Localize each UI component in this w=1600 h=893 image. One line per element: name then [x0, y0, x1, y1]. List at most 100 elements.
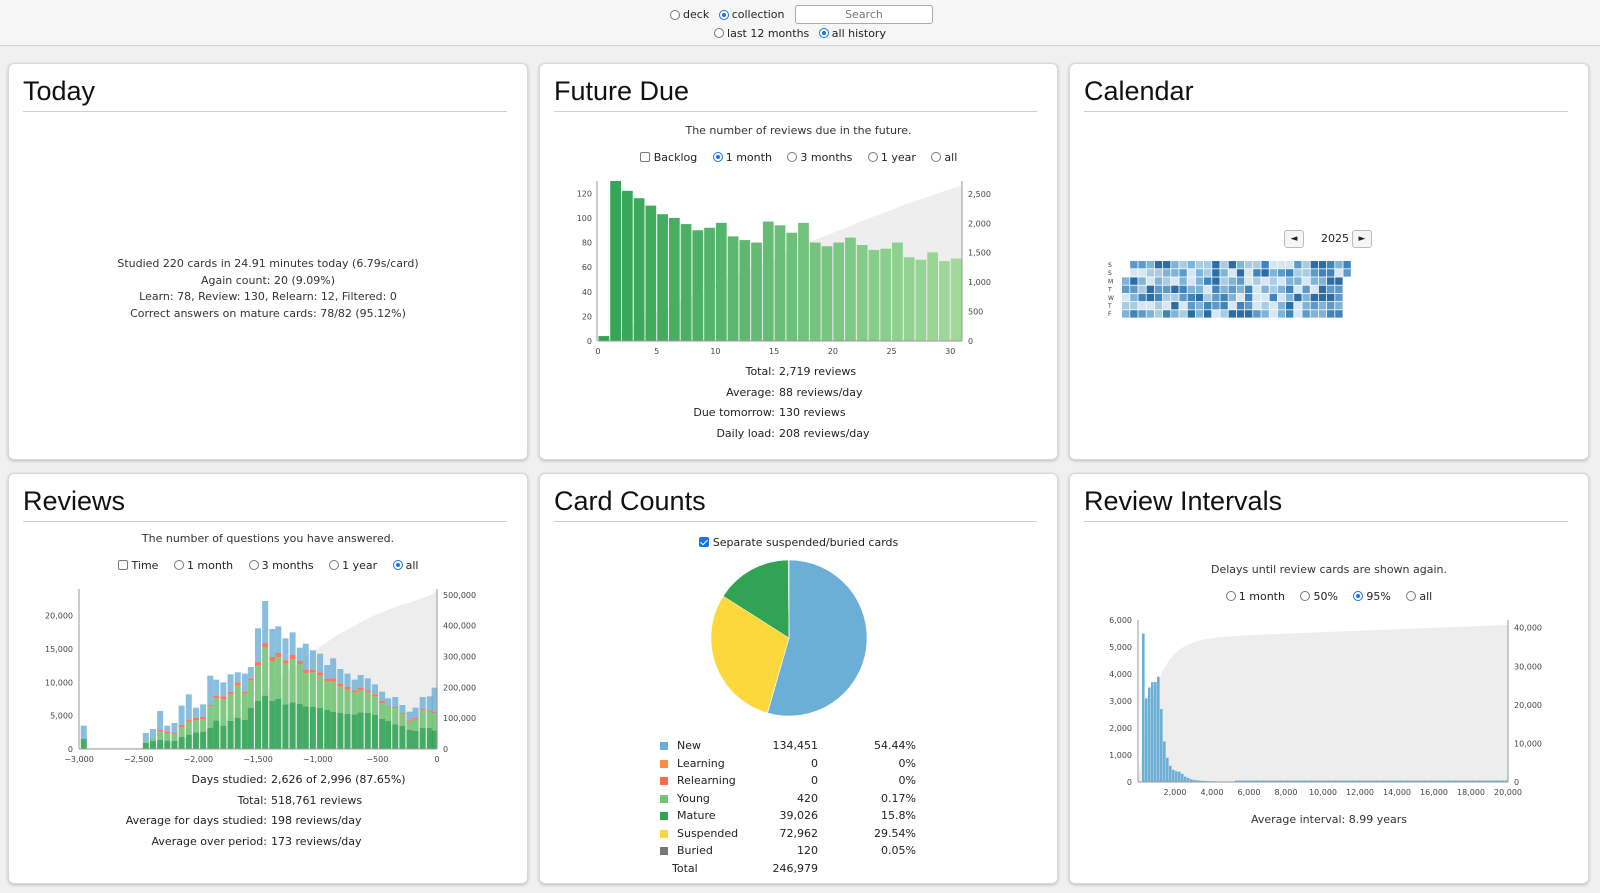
legend-count: 134,451 [772, 739, 819, 753]
reviews-bar-relearning [164, 731, 171, 734]
calendar-day-cell [1245, 285, 1253, 293]
y2-tick-label: 2,000 [968, 219, 991, 228]
separate-suspended-checkbox[interactable]: Separate suspended/buried cards [698, 536, 898, 549]
scope-row: deck collection Search [0, 5, 1600, 24]
reviews-3-months-radio[interactable]: 3 months [248, 559, 314, 572]
calendar-day-cell [1335, 261, 1343, 269]
reviews-bar-relearning [241, 691, 248, 694]
calendar-day-cell [1269, 285, 1277, 293]
calendar-next-button[interactable]: ► [1352, 230, 1372, 248]
future-1-month-radio[interactable]: 1 month [712, 151, 772, 164]
x-tick-label: −1,000 [303, 755, 333, 764]
intervals-1-month-radio[interactable]: 1 month [1225, 590, 1285, 603]
interval-bar [1154, 682, 1157, 782]
total-value: 246,979 [772, 861, 819, 875]
calendar-day-cell [1327, 277, 1335, 285]
total-empty [818, 860, 916, 878]
interval-bar-tail [1487, 780, 1490, 782]
reviews-1-month-radio[interactable]: 1 month [173, 559, 233, 572]
reviews-bar-mature [262, 695, 269, 749]
time-checkbox[interactable]: Time [117, 559, 158, 572]
interval-bar-tail [1364, 780, 1367, 782]
reviews-bar-new [185, 694, 192, 720]
calendar-day-cell [1171, 310, 1179, 318]
future-due-bar [915, 259, 927, 341]
interval-bar-tail [1295, 780, 1298, 782]
future-due-bar [680, 224, 692, 341]
calendar-day-cell [1236, 293, 1245, 302]
intervals-all-radio[interactable]: all [1406, 590, 1432, 603]
reviews-bar-relearning [275, 653, 282, 657]
range-all-history-label: all history [831, 26, 886, 40]
y2-tick-label: 0 [1514, 778, 1519, 787]
reviews-bar-new [275, 626, 282, 653]
reviews-bar-mature [344, 713, 351, 749]
range-12-months-radio[interactable]: last 12 months [714, 27, 809, 40]
calendar-day-cell [1220, 302, 1228, 310]
x-tick-label: 10,000 [1309, 788, 1337, 797]
calendar-day-cell [1302, 261, 1310, 269]
future-3-months-radio[interactable]: 3 months [787, 151, 852, 164]
calendar-day-cell [1154, 261, 1163, 269]
x-tick-label: 8,000 [1275, 788, 1298, 797]
reviews-bar-mature [302, 706, 309, 749]
calendar-day-cell [1343, 269, 1351, 277]
calendar-day-cell [1277, 277, 1286, 285]
calendar-day-cell [1220, 269, 1228, 277]
interval-bar-tail [1493, 780, 1496, 782]
y2-tick-label: 200,000 [443, 683, 476, 692]
scope-collection-radio[interactable]: collection [718, 8, 784, 21]
reviews-bar-young [426, 711, 433, 728]
interval-bar-tail [1478, 780, 1481, 782]
legend-label: Suspended [677, 826, 739, 840]
reviews-bar-relearning [385, 706, 392, 708]
interval-bar-tail [1472, 780, 1475, 782]
backlog-checkbox[interactable]: Backlog [639, 151, 697, 164]
range-all-history-radio[interactable]: all history [818, 26, 886, 40]
legend-label-cell: Relearning [660, 772, 770, 790]
calendar-day-cell [1179, 310, 1187, 318]
reviews-all-radio[interactable]: all [392, 559, 418, 572]
card-counts-legend: New 134,451 54.44% Learning 0 0% Relearning 0 0%… [660, 737, 916, 877]
reviews-bar-mature [269, 701, 276, 749]
intervals-50-radio[interactable]: 50% [1300, 590, 1338, 603]
interval-bar-tail [1427, 780, 1430, 782]
stat-value: 198 reviews/day [271, 814, 362, 827]
search-input[interactable]: Search [794, 5, 933, 24]
legend-count: 0 [811, 756, 818, 770]
reviews-bar-mature [80, 739, 87, 749]
interval-bar-tail [1274, 780, 1277, 782]
reviews-bar-young [234, 685, 241, 718]
calendar-day-cell [1130, 277, 1138, 285]
interval-bar-tail [1331, 780, 1334, 782]
calendar-day-cell [1261, 261, 1269, 269]
calendar-prev-button[interactable]: ◄ [1284, 230, 1304, 248]
calendar-day-cell [1187, 285, 1195, 293]
interval-bar-tail [1277, 780, 1280, 782]
calendar-day-cell [1310, 285, 1318, 293]
reviews-bar-young [282, 663, 289, 705]
reviews-bar-new [192, 707, 199, 718]
scope-deck-radio[interactable]: deck [670, 8, 709, 21]
calendar-day-cell [1154, 302, 1163, 310]
reviews-bar-relearning [213, 695, 220, 699]
stat-label: Total: [745, 365, 775, 378]
future-all-radio[interactable]: all [931, 151, 957, 164]
future-1-year-radio[interactable]: 1 year [867, 151, 916, 164]
calendar-day-cell [1310, 277, 1318, 285]
interval-bar-tail [1388, 780, 1391, 782]
reviews-bar-mature [364, 713, 371, 749]
reviews-bar-new [317, 653, 324, 673]
y2-tick-label: 300,000 [443, 652, 476, 661]
legend-swatch [660, 742, 668, 751]
calendar-day-cell [1236, 310, 1245, 318]
legend-percent: 29.54% [874, 826, 916, 840]
x-tick-label: 0 [434, 755, 439, 764]
calendar-day-cell [1204, 285, 1212, 293]
stat-row: Due tomorrow: 130 reviews [540, 406, 1059, 419]
reviews-1-year-radio[interactable]: 1 year [329, 559, 377, 572]
intervals-95-radio[interactable]: 95% [1353, 590, 1391, 603]
y-tick-label: 0 [68, 745, 73, 754]
interval-bar-tail [1346, 780, 1349, 782]
reviews-bar-relearning [426, 710, 433, 712]
